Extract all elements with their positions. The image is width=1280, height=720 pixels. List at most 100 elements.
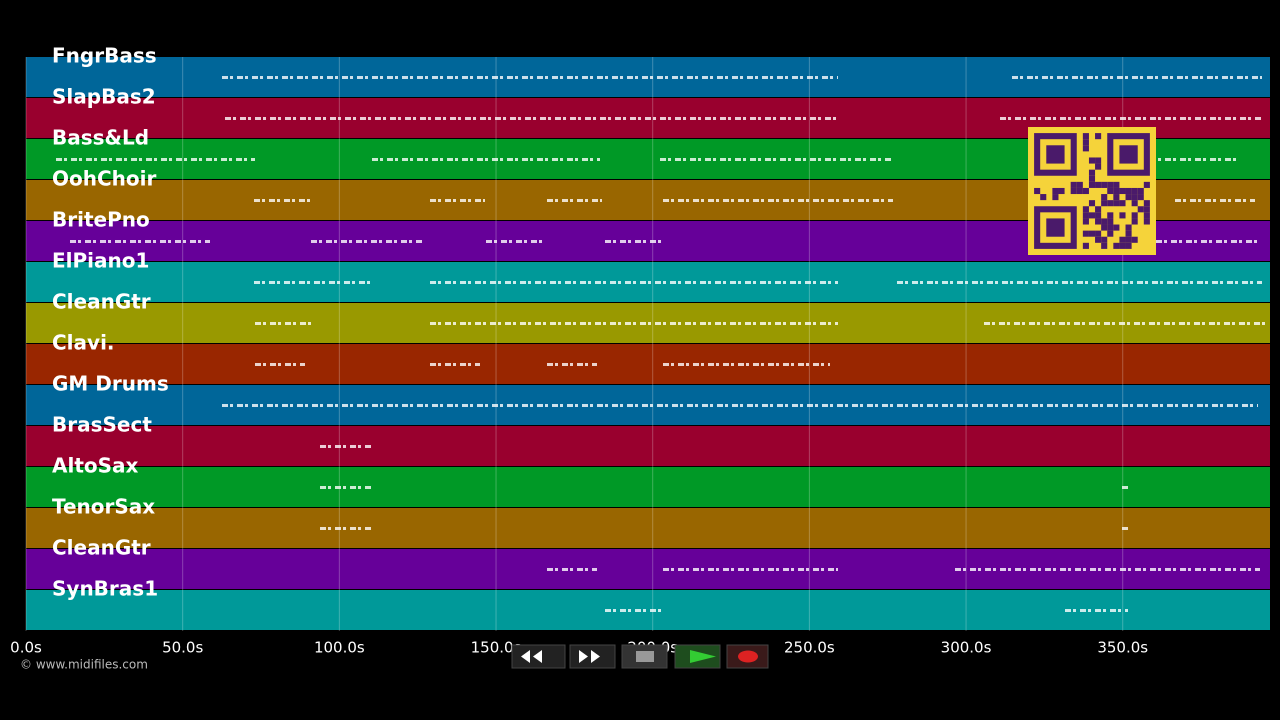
tick-label: 100.0s xyxy=(314,639,365,657)
qr-cell xyxy=(1131,187,1138,195)
qr-code xyxy=(1028,127,1156,255)
qr-cell xyxy=(1113,181,1120,188)
copyright: © www.midifiles.com xyxy=(20,658,148,672)
tick-label: 300.0s xyxy=(941,639,992,657)
tick-label: 0.0s xyxy=(10,639,42,657)
track-name: SynBras1 xyxy=(52,577,158,601)
qr-cell xyxy=(1088,181,1096,188)
qr-cell xyxy=(1082,212,1089,219)
notes xyxy=(56,76,1265,612)
qr-cell xyxy=(1107,181,1114,188)
qr-finder xyxy=(1107,133,1150,176)
qr-cell xyxy=(1119,187,1126,195)
qr-cell xyxy=(1095,157,1102,164)
qr-cell xyxy=(1143,218,1150,225)
qr-cell xyxy=(1101,224,1108,231)
stop-button[interactable] xyxy=(621,644,668,669)
qr-cell xyxy=(1082,218,1089,225)
track-name: TenorSax xyxy=(52,495,155,519)
qr-cell xyxy=(1131,236,1138,243)
qr-cell xyxy=(1052,187,1059,195)
qr-cell xyxy=(1119,212,1126,219)
qr-finder xyxy=(1034,206,1077,249)
track-name: Clavi. xyxy=(52,331,115,355)
qr-cell xyxy=(1143,181,1150,188)
qr-cell xyxy=(1058,187,1065,195)
track-name: SlapBas2 xyxy=(52,85,156,109)
qr-cell xyxy=(1119,242,1126,249)
qr-cell xyxy=(1101,218,1108,225)
qr-cell xyxy=(1070,187,1077,195)
qr-cell xyxy=(1101,194,1108,201)
qr-cell xyxy=(1137,206,1144,213)
track-row xyxy=(26,426,1270,466)
qr-cell xyxy=(1095,212,1102,219)
qr-cell xyxy=(1143,200,1150,207)
track-row xyxy=(26,344,1270,384)
qr-cell xyxy=(1143,212,1150,219)
track-name: FngrBass xyxy=(52,44,157,68)
qr-cell xyxy=(1095,181,1102,188)
qr-cell xyxy=(1088,200,1096,207)
track-name: OohChoir xyxy=(52,167,156,191)
track-name: ElPiano1 xyxy=(52,249,149,273)
qr-cell xyxy=(1095,133,1102,140)
qr-cell xyxy=(1125,242,1132,249)
qr-cell xyxy=(1107,200,1114,207)
qr-cell xyxy=(1143,206,1150,213)
qr-cell xyxy=(1113,200,1120,207)
track-row xyxy=(26,508,1270,548)
track-name: BrasSect xyxy=(52,413,152,437)
track-name: GM Drums xyxy=(52,372,169,396)
play-button[interactable] xyxy=(674,644,721,669)
qr-cell xyxy=(1088,212,1096,219)
qr-cell xyxy=(1107,218,1114,225)
qr-cell xyxy=(1082,206,1089,213)
track-row xyxy=(26,590,1270,630)
qr-cell xyxy=(1137,187,1144,195)
qr-cell xyxy=(1101,242,1108,249)
tick-label: 350.0s xyxy=(1097,639,1148,657)
track-name: AltoSax xyxy=(52,454,139,478)
rewind-button[interactable] xyxy=(511,644,566,669)
qr-cell xyxy=(1125,230,1132,237)
track-name: CleanGtr xyxy=(52,536,151,560)
qr-cell xyxy=(1095,218,1102,225)
record-button[interactable] xyxy=(726,644,769,669)
qr-cell xyxy=(1095,230,1102,237)
time-grid xyxy=(25,57,1124,631)
qr-cell xyxy=(1125,224,1132,231)
track-labels: FngrBass SlapBas2 Bass&Ld OohChoir BritePno E… xyxy=(52,44,169,601)
qr-cell xyxy=(1088,175,1096,182)
qr-cell xyxy=(1125,236,1132,243)
qr-cell xyxy=(1113,242,1120,249)
qr-cell xyxy=(1107,212,1114,219)
qr-cell xyxy=(1131,200,1138,207)
qr-cell xyxy=(1076,187,1083,195)
qr-cell xyxy=(1131,218,1138,225)
qr-finder-core xyxy=(1046,218,1065,237)
qr-cell xyxy=(1095,163,1102,170)
qr-cell xyxy=(1052,194,1059,201)
qr-cell xyxy=(1034,187,1041,195)
qr-cell xyxy=(1131,212,1138,219)
qr-cell xyxy=(1119,236,1126,243)
qr-cell xyxy=(1082,187,1089,195)
qr-cell xyxy=(1107,224,1114,231)
track-name: BritePno xyxy=(52,208,150,232)
forward-button[interactable] xyxy=(569,644,616,669)
tick-label: 150.0s xyxy=(471,639,522,657)
qr-cell xyxy=(1082,133,1089,140)
qr-finder-core xyxy=(1119,145,1138,164)
qr-cell xyxy=(1119,200,1126,207)
track-name: Bass&Ld xyxy=(52,126,149,150)
qr-cell xyxy=(1131,194,1138,201)
tick-label: 50.0s xyxy=(162,639,203,657)
qr-cell xyxy=(1107,230,1114,237)
qr-cell xyxy=(1101,181,1108,188)
qr-cell xyxy=(1137,194,1144,201)
qr-cell xyxy=(1082,139,1089,146)
qr-cell xyxy=(1070,181,1077,188)
